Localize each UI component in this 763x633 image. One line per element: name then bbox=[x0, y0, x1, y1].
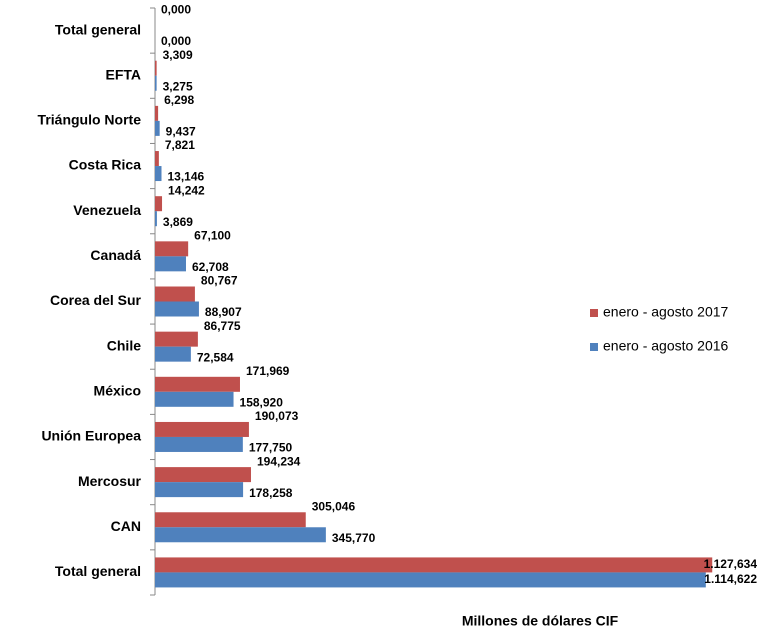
legend-label: enero - agosto 2017 bbox=[603, 304, 729, 320]
bar bbox=[155, 151, 159, 167]
data-label: 178,258 bbox=[249, 486, 293, 500]
y-tick-label: Corea del Sur bbox=[50, 292, 142, 308]
bar bbox=[155, 376, 240, 392]
data-label: 14,242 bbox=[168, 183, 205, 197]
legend-swatch bbox=[590, 343, 598, 351]
data-label: 171,969 bbox=[246, 364, 290, 378]
data-label: 158,920 bbox=[240, 395, 284, 409]
bar bbox=[155, 346, 191, 362]
bar bbox=[155, 572, 706, 588]
y-tick-label: EFTA bbox=[105, 66, 141, 82]
data-label: 6,298 bbox=[164, 93, 194, 107]
data-label: 88,907 bbox=[205, 305, 242, 319]
y-tick-label: Chile bbox=[107, 337, 141, 353]
x-axis-title: Millones de dólares CIF bbox=[462, 613, 619, 629]
bar bbox=[155, 391, 234, 407]
bar bbox=[155, 105, 159, 121]
y-tick-label: Total general bbox=[55, 563, 141, 579]
data-label: 80,767 bbox=[201, 274, 238, 288]
data-label: 86,775 bbox=[204, 319, 241, 333]
bar bbox=[155, 75, 157, 91]
y-tick-label: Mercosur bbox=[78, 473, 142, 489]
legend-swatch bbox=[590, 309, 598, 317]
data-label: 3,275 bbox=[163, 79, 193, 93]
y-tick-label: Costa Rica bbox=[69, 157, 142, 173]
data-label: 9,437 bbox=[166, 125, 196, 139]
data-label: 345,770 bbox=[332, 531, 376, 545]
bar bbox=[155, 557, 713, 573]
data-label: 0,000 bbox=[161, 3, 191, 17]
bar bbox=[155, 166, 162, 182]
bar bbox=[155, 467, 251, 483]
data-label: 67,100 bbox=[194, 229, 231, 243]
data-label: 13,146 bbox=[167, 170, 204, 184]
data-label: 3,309 bbox=[163, 48, 193, 62]
legend-label: enero - agosto 2016 bbox=[603, 338, 729, 354]
y-tick-label: CAN bbox=[111, 518, 141, 534]
bar bbox=[155, 211, 157, 227]
bar bbox=[155, 120, 160, 136]
bar bbox=[155, 512, 306, 528]
bar bbox=[155, 421, 249, 437]
y-tick-label: Triángulo Norte bbox=[38, 112, 142, 128]
y-tick-label: México bbox=[94, 383, 141, 399]
bar bbox=[155, 241, 189, 257]
data-label: 0,000 bbox=[161, 34, 191, 48]
data-label: 177,750 bbox=[249, 441, 293, 455]
bar bbox=[155, 331, 198, 347]
bar bbox=[155, 482, 244, 498]
bar bbox=[155, 436, 243, 452]
data-label: 305,046 bbox=[312, 499, 356, 513]
data-label: 62,708 bbox=[192, 260, 229, 274]
bar bbox=[155, 60, 157, 76]
data-label: 72,584 bbox=[197, 350, 234, 364]
data-label: 3,869 bbox=[163, 215, 193, 229]
data-label: 1.127,634 bbox=[704, 557, 758, 571]
bar bbox=[155, 256, 186, 272]
data-label: 7,821 bbox=[165, 138, 195, 152]
bar bbox=[155, 286, 195, 302]
y-tick-label: Unión Europea bbox=[41, 428, 141, 444]
bar bbox=[155, 527, 326, 543]
data-label: 194,234 bbox=[257, 454, 301, 468]
bar bbox=[155, 301, 199, 317]
data-label: 190,073 bbox=[255, 409, 299, 423]
bar bbox=[155, 196, 163, 212]
y-tick-label: Canadá bbox=[90, 247, 141, 263]
data-label: 1.114,622 bbox=[704, 572, 757, 586]
y-tick-label: Total general bbox=[55, 21, 141, 37]
y-tick-label: Venezuela bbox=[73, 202, 141, 218]
